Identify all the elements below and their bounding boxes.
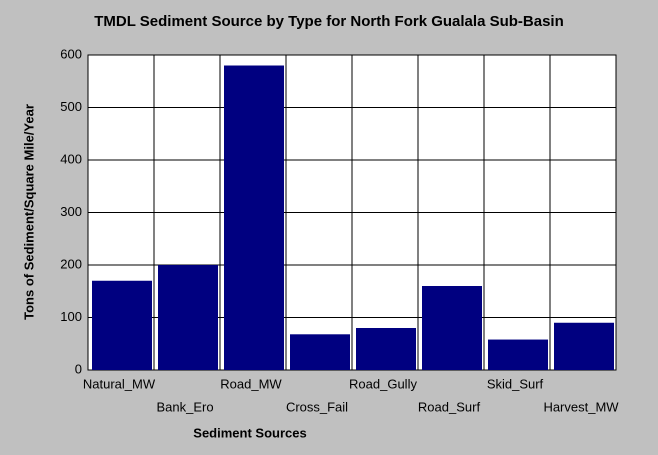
y-tick-label: 200	[60, 256, 82, 271]
x-tick-label: Cross_Fail	[286, 399, 348, 414]
y-tick-label: 600	[60, 46, 82, 61]
bar	[224, 65, 284, 370]
x-tick-label: Harvest_MW	[543, 399, 619, 414]
y-tick-label: 400	[60, 151, 82, 166]
bar	[422, 286, 482, 370]
bar	[554, 322, 614, 370]
x-tick-label: Bank_Ero	[156, 399, 213, 414]
bar	[356, 328, 416, 370]
bar	[158, 265, 218, 370]
x-axis-label: Sediment Sources	[193, 425, 306, 440]
y-tick-label: 0	[75, 361, 82, 376]
chart-title: TMDL Sediment Source by Type for North F…	[94, 13, 564, 30]
y-axis-label: Tons of Sediment/Square Mile/Year	[21, 104, 36, 320]
x-tick-label: Road_Surf	[418, 399, 481, 414]
x-tick-label: Natural_MW	[83, 376, 156, 391]
x-tick-label: Road_Gully	[349, 376, 417, 391]
y-tick-label: 300	[60, 204, 82, 219]
bar	[92, 280, 152, 370]
x-tick-label: Road_MW	[220, 376, 282, 391]
y-tick-label: 100	[60, 309, 82, 324]
bar	[488, 339, 548, 370]
x-tick-label: Skid_Surf	[487, 376, 544, 391]
y-tick-label: 500	[60, 99, 82, 114]
bar	[290, 334, 350, 370]
